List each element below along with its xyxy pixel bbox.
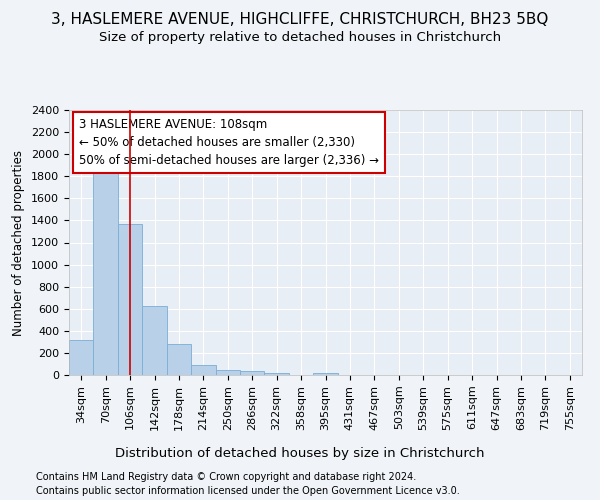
Bar [265, 373, 289, 375]
Text: Contains HM Land Registry data © Crown copyright and database right 2024.: Contains HM Land Registry data © Crown c… [36, 472, 416, 482]
Bar [313, 373, 338, 375]
Bar [240, 371, 265, 375]
Bar [69, 340, 94, 375]
Bar [94, 160, 118, 375]
Text: Contains public sector information licensed under the Open Government Licence v3: Contains public sector information licen… [36, 486, 460, 496]
Bar [142, 306, 167, 375]
Text: 3, HASLEMERE AVENUE, HIGHCLIFFE, CHRISTCHURCH, BH23 5BQ: 3, HASLEMERE AVENUE, HIGHCLIFFE, CHRISTC… [52, 12, 548, 28]
Bar [118, 224, 142, 375]
Text: Distribution of detached houses by size in Christchurch: Distribution of detached houses by size … [115, 448, 485, 460]
Bar [167, 344, 191, 375]
Bar [215, 370, 240, 375]
Bar [191, 364, 215, 375]
Y-axis label: Number of detached properties: Number of detached properties [13, 150, 25, 336]
Text: 3 HASLEMERE AVENUE: 108sqm
← 50% of detached houses are smaller (2,330)
50% of s: 3 HASLEMERE AVENUE: 108sqm ← 50% of deta… [79, 118, 379, 167]
Text: Size of property relative to detached houses in Christchurch: Size of property relative to detached ho… [99, 31, 501, 44]
